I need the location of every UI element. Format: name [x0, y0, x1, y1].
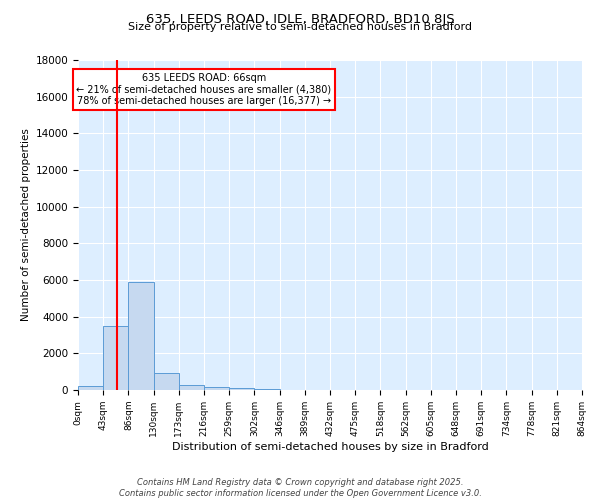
Bar	[204, 387, 229, 390]
Bar	[179, 384, 204, 390]
Bar	[128, 282, 154, 390]
Text: 635 LEEDS ROAD: 66sqm
← 21% of semi-detached houses are smaller (4,380)
78% of s: 635 LEEDS ROAD: 66sqm ← 21% of semi-deta…	[76, 73, 332, 106]
Bar	[229, 388, 254, 390]
Text: Contains HM Land Registry data © Crown copyright and database right 2025.
Contai: Contains HM Land Registry data © Crown c…	[119, 478, 481, 498]
Bar	[78, 386, 103, 390]
Text: Size of property relative to semi-detached houses in Bradford: Size of property relative to semi-detach…	[128, 22, 472, 32]
Y-axis label: Number of semi-detached properties: Number of semi-detached properties	[22, 128, 31, 322]
Bar	[254, 389, 280, 390]
Text: 635, LEEDS ROAD, IDLE, BRADFORD, BD10 8JS: 635, LEEDS ROAD, IDLE, BRADFORD, BD10 8J…	[146, 12, 454, 26]
Bar	[103, 326, 128, 390]
X-axis label: Distribution of semi-detached houses by size in Bradford: Distribution of semi-detached houses by …	[172, 442, 488, 452]
Bar	[154, 372, 179, 390]
